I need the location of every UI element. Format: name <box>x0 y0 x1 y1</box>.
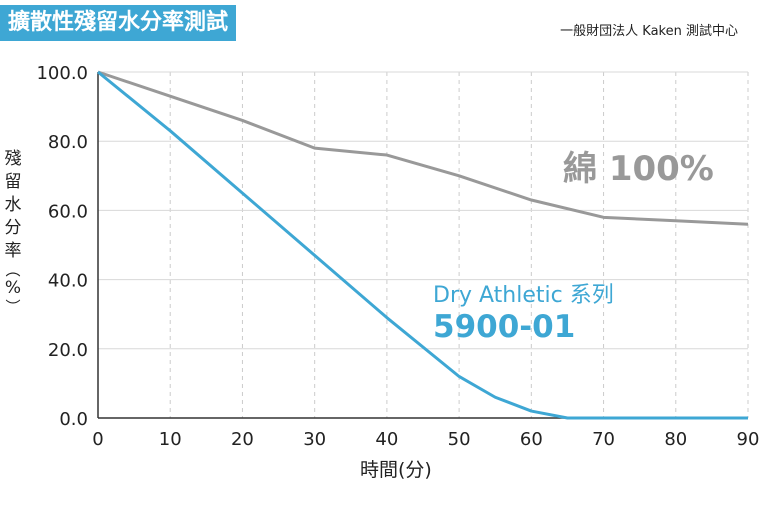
y-tick-label: 100.0 <box>36 63 88 84</box>
y-tick-label: 20.0 <box>48 340 88 361</box>
y-tick-label: 0.0 <box>59 409 88 430</box>
x-tick-label: 50 <box>448 429 471 450</box>
x-tick-label: 0 <box>92 429 103 450</box>
x-tick-label: 80 <box>664 429 687 450</box>
y-tick-label: 80.0 <box>48 132 88 153</box>
cotton-series-label: 綿 100% <box>563 149 714 189</box>
source-credit: 一般財団法人 Kaken 測試中心 <box>560 24 738 39</box>
x-tick-label: 70 <box>592 429 615 450</box>
y-tick-label: 40.0 <box>48 271 88 292</box>
x-tick-label: 30 <box>303 429 326 450</box>
dry-athletic-product-code: 5900-01 <box>433 309 575 345</box>
dry-athletic-series-line <box>97 70 748 420</box>
x-tick-label: 20 <box>231 429 254 450</box>
x-tick-label: 40 <box>375 429 398 450</box>
dry-athletic-series-label: Dry Athletic 系列 <box>433 283 614 308</box>
x-axis-label: 時間(分) <box>360 459 432 481</box>
y-tick-label: 60.0 <box>48 201 88 222</box>
x-tick-label: 10 <box>159 429 182 450</box>
y-axis-label: 殘留水分率 ︵% ︶ <box>4 149 22 316</box>
cotton-series-line <box>97 70 749 226</box>
x-tick-label: 90 <box>737 429 760 450</box>
chart-title: 擴散性殘留水分率測試 <box>0 5 237 41</box>
x-tick-label: 60 <box>520 429 543 450</box>
